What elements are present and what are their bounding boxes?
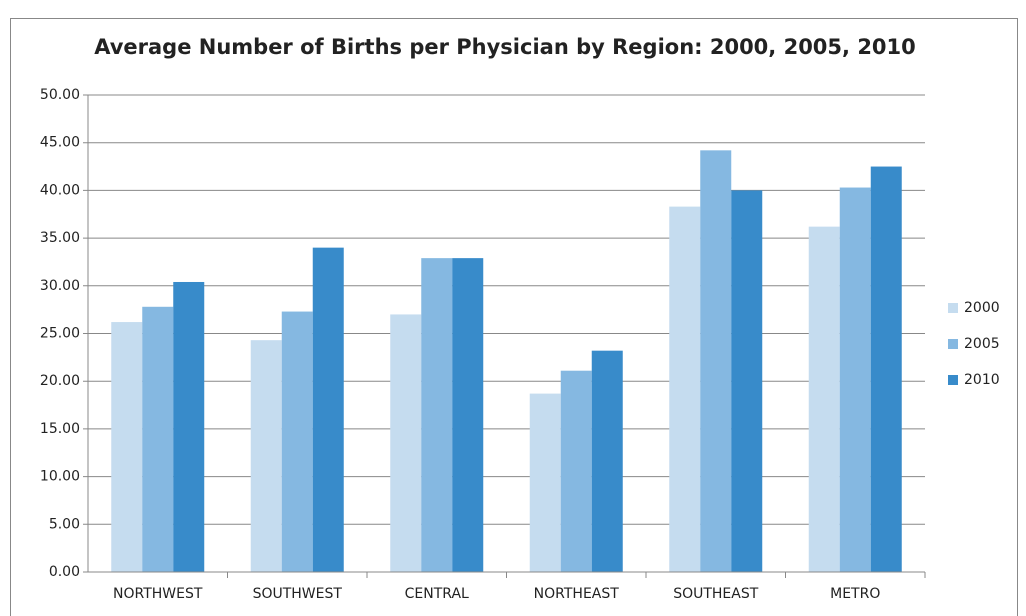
x-tick-label: CENTRAL — [405, 586, 469, 602]
y-tick-label: 30.00 — [40, 278, 80, 294]
legend-label: 2010 — [964, 372, 1000, 388]
bar — [591, 350, 623, 572]
bar — [669, 206, 701, 573]
x-tick-label: NORTHEAST — [534, 586, 620, 602]
bar — [281, 311, 313, 572]
legend-swatch — [948, 339, 958, 349]
bar — [390, 314, 422, 572]
y-tick-label: 10.00 — [40, 469, 80, 485]
bar — [111, 322, 143, 572]
bar — [808, 226, 840, 573]
y-tick-label: 50.00 — [40, 87, 80, 103]
bar — [870, 166, 902, 573]
y-tick-label: 45.00 — [40, 135, 80, 151]
bar — [839, 187, 871, 572]
bar — [312, 247, 344, 572]
y-tick-label: 5.00 — [49, 516, 80, 532]
bar — [452, 258, 484, 572]
y-tick-label: 20.00 — [40, 373, 80, 389]
x-tick-label: NORTHWEST — [113, 586, 203, 602]
x-tick-label: SOUTHEAST — [673, 586, 759, 602]
chart-title: Average Number of Births per Physician b… — [94, 35, 916, 59]
bar — [250, 340, 282, 572]
bar — [560, 370, 592, 572]
bar — [700, 150, 732, 572]
bar — [173, 281, 205, 572]
bar — [421, 258, 453, 572]
legend-swatch — [948, 375, 958, 385]
bar — [142, 306, 174, 572]
y-tick-label: 15.00 — [40, 421, 80, 437]
x-tick-label: METRO — [830, 586, 880, 602]
x-tick-label: SOUTHWEST — [253, 586, 343, 602]
bar — [529, 393, 561, 572]
y-tick-label: 0.00 — [49, 564, 80, 580]
y-tick-label: 35.00 — [40, 230, 80, 246]
y-tick-label: 25.00 — [40, 326, 80, 342]
legend-label: 2000 — [964, 300, 1000, 316]
legend-label: 2005 — [964, 336, 1000, 352]
legend-swatch — [948, 303, 958, 313]
bar — [731, 190, 763, 572]
y-tick-label: 40.00 — [40, 182, 80, 198]
